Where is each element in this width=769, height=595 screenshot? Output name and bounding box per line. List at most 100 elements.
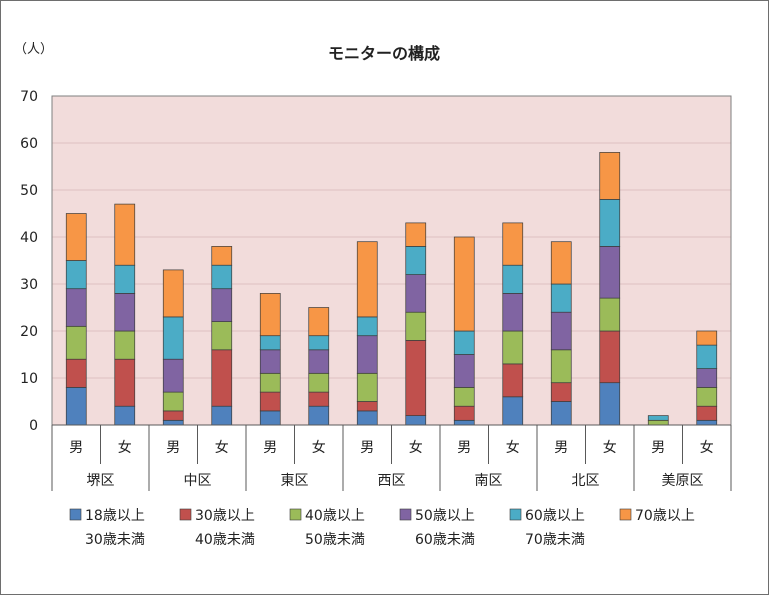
plot-area: [52, 96, 731, 425]
legend-label-line2: 40歳未満: [195, 532, 255, 548]
bar-segment: [308, 307, 330, 337]
category-label: 男: [554, 440, 568, 456]
category-label: 女: [118, 439, 132, 456]
bar-segment: [599, 199, 621, 247]
bar-segment: [162, 410, 184, 421]
bar-segment: [405, 274, 427, 313]
legend-swatch: [399, 508, 412, 521]
bar-segment: [405, 415, 427, 426]
legend-label: 30歳以上: [195, 508, 255, 524]
y-tick-label: 50: [20, 183, 38, 199]
y-axis-unit: （人）: [14, 42, 53, 57]
legend-label: 50歳以上: [415, 508, 475, 524]
chart-title: モニターの構成: [328, 44, 440, 63]
bar-segment: [162, 316, 184, 360]
legend-swatch: [69, 508, 82, 521]
category-label: 女: [700, 439, 714, 456]
bar-segment: [405, 340, 427, 416]
bar-segment: [696, 330, 718, 346]
bar-segment: [356, 316, 378, 337]
bar-segment: [453, 405, 475, 421]
bar-segment: [211, 264, 233, 290]
bar-segment: [114, 330, 136, 360]
bar-segment: [599, 382, 621, 426]
bar-segment: [356, 410, 378, 426]
axes: [51, 95, 732, 491]
y-tick-label: 30: [20, 277, 38, 293]
bar-segment: [308, 391, 330, 407]
bar-segment: [356, 401, 378, 412]
bar-segment: [405, 246, 427, 275]
y-tick-label: 20: [20, 324, 38, 340]
bar-segment: [162, 391, 184, 412]
category-label: 女: [409, 439, 423, 456]
district-label: 美原区: [662, 473, 704, 489]
y-tick-label: 10: [20, 371, 38, 387]
bar-segment: [550, 401, 572, 426]
legend-label-line2: 50歳未満: [305, 532, 365, 548]
bar-segment: [696, 419, 718, 426]
category-label: 男: [457, 440, 471, 456]
bar-segment: [114, 203, 136, 266]
bar-segment: [502, 363, 524, 398]
bar-segment: [356, 372, 378, 402]
bar-segment: [502, 264, 524, 294]
y-tick-label: 0: [29, 418, 38, 434]
y-tick-label: 70: [20, 89, 38, 105]
x-tick-labels: 男 女 男 女 男 女 男 女 男 女 男 女 男 女堺区 中区 東区 西区 南区 北区 美原区: [69, 439, 714, 489]
bar-segment: [502, 293, 524, 332]
legend-label-line2: 30歳未満: [85, 532, 145, 548]
bar-segment: [405, 311, 427, 341]
bar-segment: [550, 311, 572, 351]
bar-segment: [599, 330, 621, 384]
district-label: 東区: [281, 473, 309, 489]
legend: 18歳以上 30歳未満 30歳以上 40歳未満 40歳以上 50歳未満 50歳以上 60歳未満…: [69, 508, 695, 548]
bar-segment: [114, 405, 136, 426]
legend-label-line2: 70歳未満: [525, 532, 585, 548]
bar-segment: [696, 368, 718, 388]
bar-segment: [599, 152, 621, 200]
bar-segment: [259, 410, 281, 426]
bar-segment: [211, 349, 233, 407]
category-label: 男: [651, 440, 665, 456]
bar-segment: [550, 241, 572, 285]
legend-swatch: [179, 508, 192, 521]
bar-segment: [502, 330, 524, 365]
legend-swatch: [619, 508, 632, 521]
bar-segment: [453, 330, 475, 355]
bar-segment: [259, 335, 281, 351]
bar-segment: [550, 283, 572, 313]
bar-segment: [502, 222, 524, 266]
bar-segment: [550, 382, 572, 402]
bar-segment: [211, 405, 233, 426]
y-tick-label: 60: [20, 136, 38, 152]
bar-segment: [647, 415, 669, 421]
bar-segment: [162, 358, 184, 393]
legend-swatch: [509, 508, 522, 521]
bar-segment: [453, 354, 475, 388]
bar-segment: [308, 335, 330, 351]
bar-segment: [114, 264, 136, 294]
bar-segment: [405, 222, 427, 247]
category-label: 女: [603, 439, 617, 456]
bar-segment: [599, 246, 621, 299]
bar-segment: [308, 372, 330, 393]
category-label: 女: [506, 439, 520, 456]
legend-swatch: [289, 508, 302, 521]
bar-segment: [308, 405, 330, 426]
bar-segment: [65, 288, 87, 327]
bar-segment: [453, 236, 475, 332]
bar-segment: [162, 269, 184, 318]
bar-segment: [308, 349, 330, 374]
bar-segment: [599, 297, 621, 332]
bar-segment: [259, 349, 281, 374]
bar-segment: [356, 241, 378, 318]
bars: [65, 152, 718, 426]
category-label: 女: [215, 439, 229, 456]
bar-segment: [259, 372, 281, 393]
bar-segment: [502, 396, 524, 426]
category-label: 男: [263, 440, 277, 456]
district-label: 中区: [184, 473, 212, 489]
bar-segment: [114, 293, 136, 332]
